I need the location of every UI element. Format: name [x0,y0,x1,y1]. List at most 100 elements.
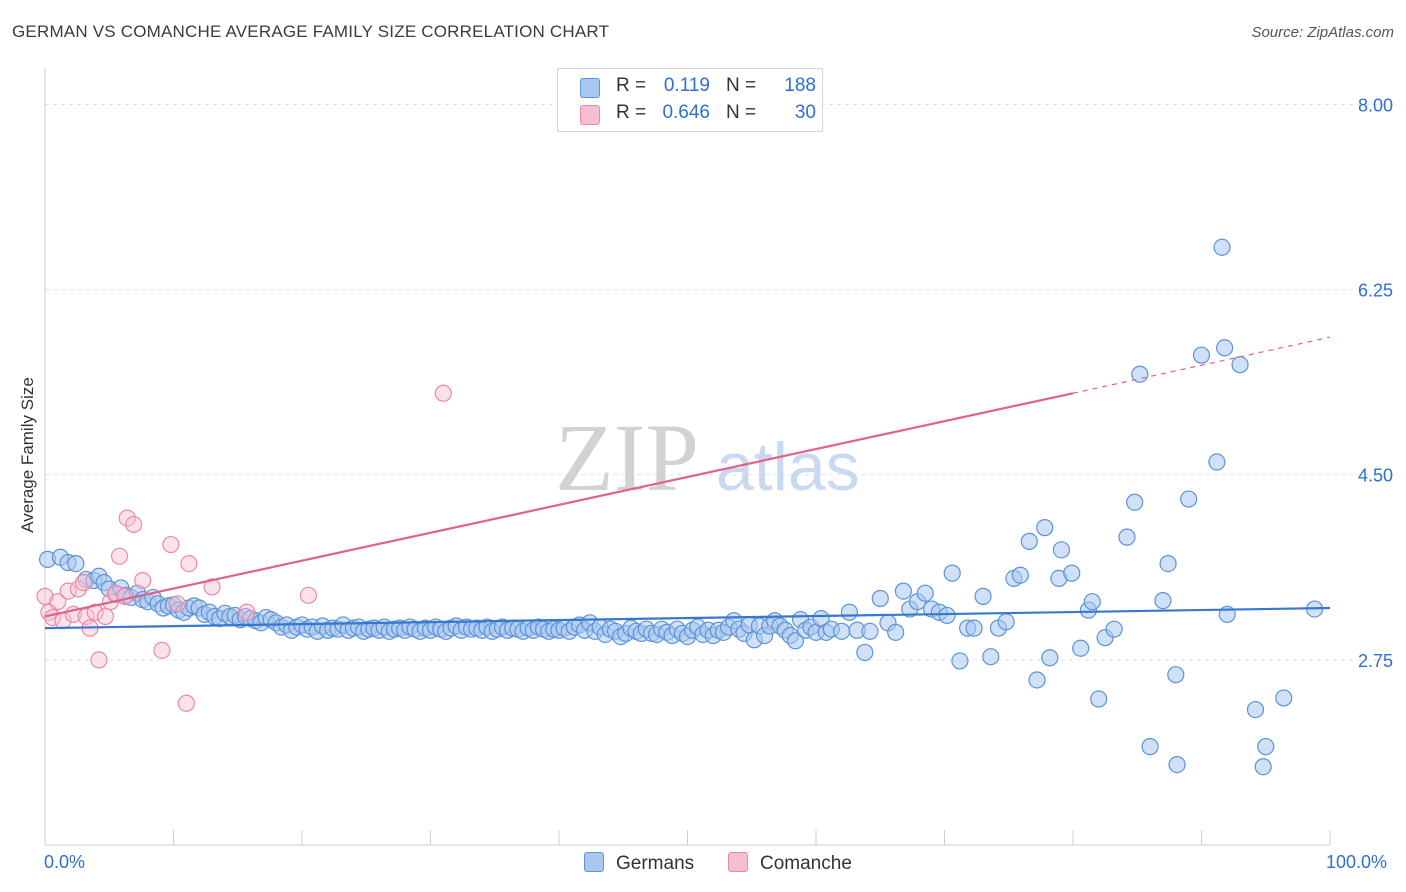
y-tick-label: 2.75 [1358,651,1393,671]
y-tick-label: 4.50 [1358,466,1393,486]
n-label: N = [726,75,757,96]
germans-point [943,564,961,582]
comanche-point [59,582,77,600]
germans-point [1246,700,1265,719]
germans-point [1257,738,1275,756]
germans-point [861,622,879,640]
germans-point [67,554,85,573]
germans-point [1231,356,1249,374]
comanche-legend-swatch [728,852,748,872]
r-value: 0.119 [663,75,710,96]
germans-point [1213,238,1231,256]
germans-point [1105,620,1123,638]
grid-lines [45,103,1395,661]
comanche-point [180,554,198,573]
comanche-point [299,586,318,604]
germans-point [871,589,889,608]
germans-point [786,632,805,650]
germans-point [1041,649,1059,667]
comanche-point [125,515,143,534]
germans-point [951,652,969,670]
r-value: 0.646 [662,102,710,123]
comanche-point [116,587,134,605]
r-label: R = [616,75,647,96]
y-axis-label: Average Family Size [18,377,37,533]
germans-point [1036,519,1054,537]
comanche-point [162,535,180,554]
germans-point [982,648,1000,666]
germans-point [1126,493,1144,511]
germans-point [1180,490,1198,508]
germans-point [1192,346,1211,364]
germans-point [1072,639,1090,657]
germans-point [997,613,1015,631]
n-value: 30 [794,102,816,123]
comanche-point [49,593,67,611]
chart-title: GERMAN VS COMANCHE AVERAGE FAMILY SIZE C… [12,22,610,41]
comanche-point [153,641,171,659]
germans-swatch [580,78,600,98]
germans-point [1167,666,1185,684]
germans-point [1063,564,1081,582]
germans-point [1216,339,1234,357]
germans-point [856,643,874,662]
germans-point [1275,689,1293,707]
watermark-atlas: atlas [716,429,860,505]
comanche-point [96,607,114,626]
comanche-point [74,574,93,592]
n-label: N = [726,102,757,123]
germans-point [1254,758,1272,776]
germans-point [974,587,992,605]
germans-point [894,582,912,600]
germans-point [1208,453,1226,471]
correlation-legend: R = 0.119 N = 188 R = 0.646 N = 30 [557,68,823,132]
y-tick-label: 6.25 [1358,281,1393,301]
comanche-points [36,384,452,712]
comanche-point [86,603,104,621]
germans-point [1090,690,1108,708]
germans-point [1083,593,1101,611]
germans-point [887,623,905,641]
germans-point [1011,566,1029,584]
source-label: Source: ZipAtlas.com [1251,24,1394,41]
comanche-point [36,587,54,605]
comanche-point [134,571,152,590]
r-label: R = [616,102,647,123]
y-tick-label: 8.00 [1358,95,1393,115]
germans-point [938,606,956,625]
germans-point [1052,541,1071,559]
germans-point [1159,554,1177,573]
germans-point [965,619,983,637]
comanche-point [118,509,136,527]
trend-lines [44,336,1331,630]
x-tick-label-min: 0.0% [44,852,86,872]
watermark-zip: ZIP [555,404,699,511]
germans-points [38,238,1324,776]
germans-trend-line [44,606,1331,630]
comanche-point [434,384,452,402]
comanche-point [110,547,129,565]
legend-item-germans: Germans [584,852,694,875]
x-tick-label-max: 100.0% [1326,852,1388,872]
axes [44,68,1331,846]
comanche-trend-extension [1072,336,1331,394]
germans-legend-label: Germans [616,853,695,874]
germans-point [1141,738,1159,756]
germans-point [1168,755,1186,774]
germans-legend-swatch [584,852,604,872]
n-value: 188 [784,75,816,96]
comanche-point [238,603,256,621]
germans-point [1118,528,1136,546]
comanche-trend-line [44,392,1074,618]
germans-point [1020,532,1038,550]
comanche-point [168,595,186,613]
y-tick-labels: 2.75 4.50 6.25 8.00 [1358,95,1393,670]
comanche-swatch [580,105,600,125]
comanche-point [203,578,221,596]
germans-point [1028,671,1046,689]
comanche-point [90,651,108,669]
comanche-point [177,694,195,712]
germans-point [1154,592,1172,610]
comanche-legend-label: Comanche [760,853,852,874]
